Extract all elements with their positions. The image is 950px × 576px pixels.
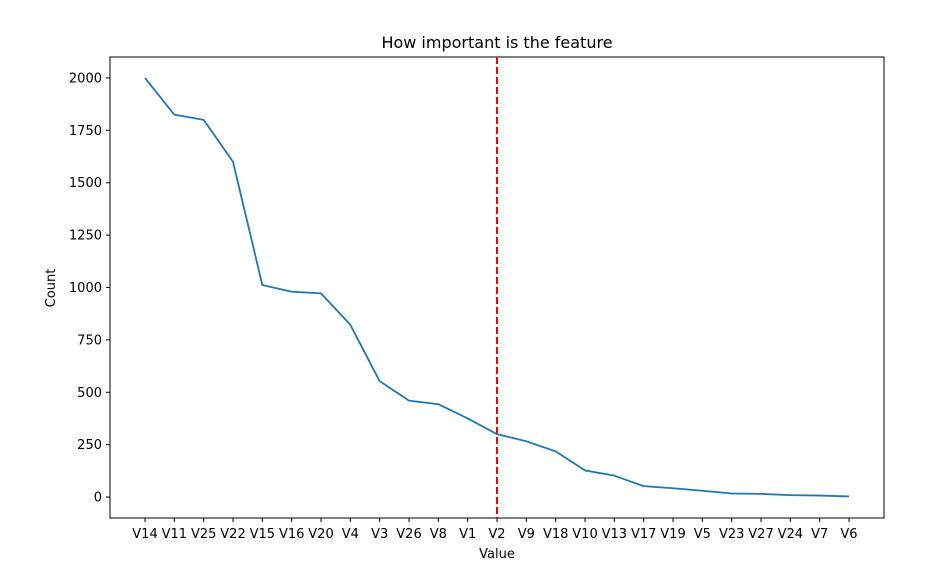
y-tick-label: 2000 — [69, 71, 102, 86]
x-tick-label: V25 — [191, 527, 216, 542]
x-tick-label: V26 — [396, 527, 421, 542]
x-tick-label: V27 — [748, 527, 773, 542]
x-tick-label: V22 — [220, 527, 245, 542]
x-tick-label: V10 — [572, 527, 597, 542]
x-tick-label: V14 — [132, 527, 157, 542]
x-tick-label: V4 — [342, 527, 359, 542]
y-tick-label: 1000 — [69, 281, 102, 296]
x-tick-label: V9 — [518, 527, 535, 542]
y-tick-label: 500 — [77, 386, 102, 401]
x-tick-label: V8 — [430, 527, 447, 542]
y-tick-label: 1750 — [69, 124, 102, 139]
y-tick-label: 750 — [77, 333, 102, 348]
x-tick-label: V2 — [488, 527, 505, 542]
x-tick-label: V20 — [308, 527, 333, 542]
chart-title: How important is the feature — [381, 33, 612, 52]
x-tick-label: V13 — [602, 527, 627, 542]
x-tick-label: V15 — [250, 527, 275, 542]
x-tick-label: V16 — [279, 527, 304, 542]
y-tick-label: 1250 — [69, 229, 102, 244]
x-tick-label: V6 — [840, 527, 857, 542]
y-tick-label: 250 — [77, 438, 102, 453]
x-tick-label: V3 — [371, 527, 388, 542]
x-tick-label: V23 — [719, 527, 744, 542]
x-tick-label: V5 — [694, 527, 711, 542]
x-axis-label: Value — [479, 547, 515, 562]
x-tick-label: V24 — [778, 527, 803, 542]
x-tick-label: V19 — [660, 527, 685, 542]
y-tick-label: 1500 — [69, 176, 102, 191]
x-tick-label: V7 — [811, 527, 828, 542]
x-tick-label: V18 — [543, 527, 568, 542]
x-tick-label: V11 — [162, 527, 187, 542]
series-line — [144, 77, 850, 498]
plot-area: 0 250 500 750 1000 1250 1500 1750 2000 V14 V11 V25 V… — [69, 56, 885, 542]
y-tick-label: 0 — [94, 491, 102, 506]
x-tick-label: V1 — [459, 527, 476, 542]
x-tick-label: V17 — [631, 527, 656, 542]
y-axis-label: Count — [44, 269, 59, 308]
